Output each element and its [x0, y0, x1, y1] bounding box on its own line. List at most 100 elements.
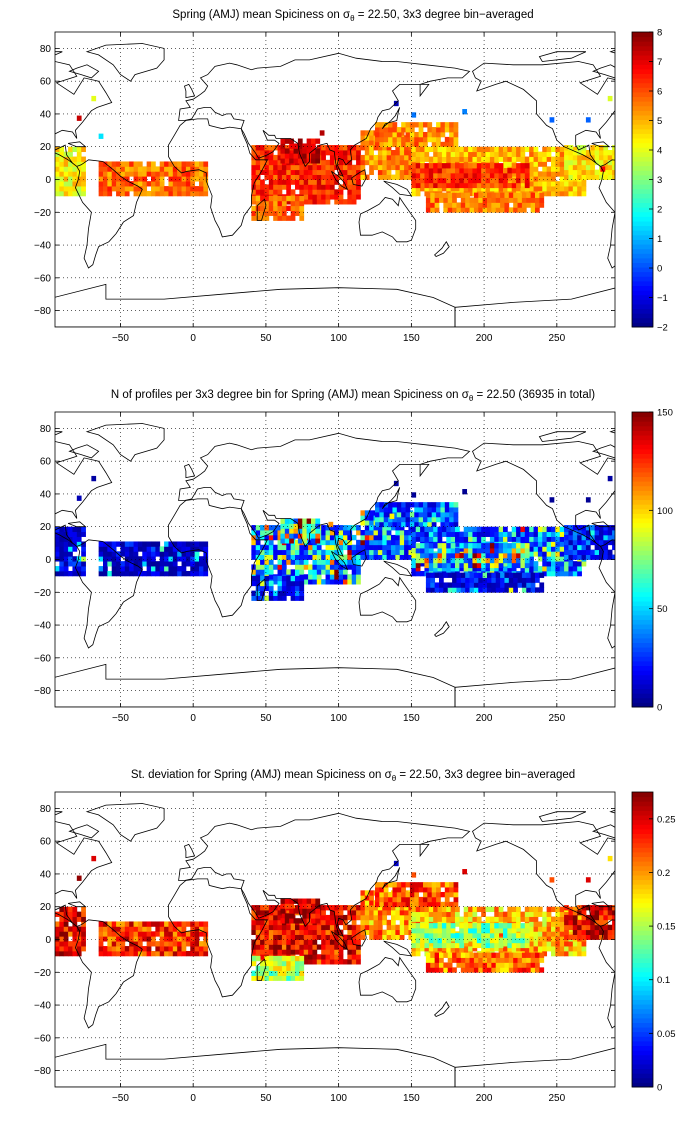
data-cell: [81, 551, 86, 557]
data-cell: [555, 556, 561, 562]
data-cell: [481, 186, 486, 192]
data-cell: [444, 891, 450, 898]
data-cell: [551, 156, 556, 162]
colorbar-tick-label: 0: [657, 264, 662, 275]
data-cell: [447, 572, 453, 578]
data-cell: [293, 158, 299, 164]
data-cell: [280, 533, 286, 539]
data-cell: [264, 525, 270, 531]
data-cell: [437, 168, 443, 174]
colorbar-segment: [632, 202, 653, 208]
data-cell: [424, 156, 430, 162]
data-cell: [450, 552, 456, 559]
data-cell: [260, 914, 265, 921]
data-cell: [513, 192, 518, 198]
coastline: [178, 432, 471, 557]
data-cell: [76, 190, 82, 197]
data-cell: [289, 523, 294, 529]
data-cell: [430, 197, 436, 203]
data-cell: [351, 934, 357, 940]
data-cell: [585, 929, 591, 935]
colorbar-segment: [632, 587, 653, 593]
data-cell: [168, 561, 174, 567]
data-cell: [498, 552, 504, 559]
data-cell: [311, 918, 316, 924]
data-cell: [500, 952, 505, 958]
data-cell: [303, 959, 309, 965]
data-cell: [564, 941, 569, 947]
data-cell: [423, 131, 428, 138]
data-cell: [133, 561, 139, 567]
data-cell: [129, 946, 134, 952]
data-cell: [405, 131, 411, 138]
data-cell: [129, 161, 134, 167]
data-cell: [264, 575, 270, 582]
data-cell: [450, 526, 456, 533]
data-cell: [356, 914, 361, 921]
data-cell: [542, 186, 548, 192]
data-cell: [572, 950, 578, 957]
data-cell: [325, 169, 331, 175]
data-cell: [347, 910, 353, 916]
data-cell: [594, 534, 600, 541]
data-cell: [441, 543, 447, 549]
data-cell: [494, 543, 500, 549]
colorbar-segment: [632, 439, 653, 445]
data-cell: [255, 595, 261, 601]
data-cell: [364, 510, 370, 516]
data-cell: [564, 566, 569, 572]
data-cell: [472, 937, 478, 944]
data-cell: [382, 525, 388, 531]
data-cell: [495, 967, 501, 973]
x-tick-label: 50: [260, 333, 272, 344]
data-cell: [391, 159, 396, 166]
data-cell: [356, 530, 361, 536]
data-cell: [63, 570, 69, 577]
data-cell: [424, 562, 430, 569]
data-cell: [599, 905, 604, 911]
data-cell: [172, 186, 178, 192]
data-cell: [325, 554, 331, 560]
data-cell: [334, 954, 340, 960]
data-cell: [533, 941, 539, 947]
data-cell: [159, 176, 165, 182]
data-cell: [535, 192, 540, 198]
data-cell: [290, 215, 296, 221]
data-cell: [444, 127, 450, 133]
data-cell: [424, 566, 430, 572]
data-cell: [399, 150, 405, 156]
data-cell: [286, 929, 292, 935]
data-cell: [76, 875, 82, 881]
data-cell: [334, 564, 340, 570]
data-cell: [508, 577, 514, 583]
data-cell: [369, 900, 374, 906]
data-cell: [72, 911, 78, 917]
data-cell: [463, 177, 469, 184]
data-cell: [533, 551, 539, 557]
data-cell: [395, 914, 401, 921]
data-cell: [485, 906, 491, 913]
data-cell: [194, 551, 200, 557]
data-cell: [437, 172, 443, 179]
data-cell: [325, 574, 331, 580]
coastline: [383, 560, 413, 577]
data-cell: [585, 539, 591, 546]
data-cell: [395, 549, 401, 555]
data-cell: [251, 970, 257, 976]
data-cell: [535, 967, 540, 973]
data-cell: [481, 548, 486, 554]
colorbar-segment: [632, 285, 653, 291]
data-cell: [308, 544, 313, 551]
colorbar-segment: [632, 448, 653, 454]
data-cell: [520, 146, 526, 153]
data-cell: [81, 541, 86, 547]
data-cell: [181, 166, 187, 172]
data-cell: [290, 944, 296, 950]
data-cell: [520, 932, 526, 939]
colorbar-segment: [632, 36, 653, 42]
data-cell: [103, 570, 108, 577]
data-cell: [559, 936, 565, 942]
data-cell: [434, 967, 440, 973]
data-cell: [190, 176, 196, 182]
data-cell: [321, 199, 326, 205]
